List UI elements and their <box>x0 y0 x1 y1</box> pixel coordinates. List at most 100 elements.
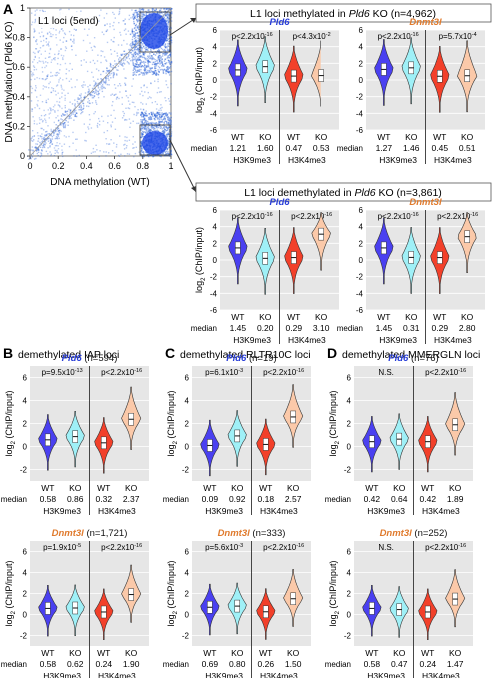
scatter-point <box>73 40 75 42</box>
scatter-point <box>145 127 148 129</box>
scatter-point <box>114 117 116 119</box>
scatter-point <box>160 91 162 93</box>
scatter-point <box>88 88 90 90</box>
scatter-point <box>143 15 145 17</box>
scatter-point <box>151 124 154 127</box>
scatter-point <box>136 69 139 71</box>
scatter-point <box>161 65 163 67</box>
scatter-point <box>146 152 148 154</box>
scatter-point <box>131 41 133 43</box>
scatter-point <box>142 119 144 121</box>
scatter-point <box>52 27 55 30</box>
scatter-point <box>49 151 51 153</box>
scatter-point <box>68 115 70 117</box>
scatter-point <box>135 66 137 68</box>
scatter-point <box>50 134 52 137</box>
scatter-point <box>162 72 165 74</box>
scatter-point <box>60 8 62 11</box>
scatter-point <box>110 124 112 126</box>
scatter-point <box>123 58 125 60</box>
scatter-point <box>61 119 64 121</box>
scatter-point <box>105 81 107 83</box>
scatter-point <box>160 126 163 128</box>
scatter-point <box>147 117 150 119</box>
scatter-point <box>170 51 172 54</box>
scatter-point <box>158 56 160 58</box>
scatter-point <box>167 22 169 24</box>
scatter-point <box>37 148 39 151</box>
scatter-point <box>143 128 146 130</box>
scatter-point <box>151 125 153 127</box>
scatter-point <box>45 41 47 43</box>
scatter-point <box>151 127 153 129</box>
scatter-point <box>132 14 135 16</box>
scatter-point <box>64 99 66 101</box>
scatter-point <box>102 70 104 73</box>
y-tick-label: 0.2 <box>12 121 25 131</box>
scatter-point <box>163 125 165 127</box>
scatter-point <box>54 53 56 56</box>
scatter-point <box>170 135 172 137</box>
scatter-point <box>82 84 84 86</box>
scatter-point <box>152 10 154 13</box>
scatter-point <box>152 155 154 158</box>
scatter-point <box>45 121 47 124</box>
scatter-point <box>35 48 37 50</box>
scatter-point <box>147 97 149 100</box>
scatter-point <box>65 40 67 42</box>
scatter-point <box>41 136 43 138</box>
scatter-point <box>164 19 167 21</box>
scatter-point <box>133 12 135 14</box>
scatter-point <box>56 74 58 76</box>
scatter-point <box>129 94 132 96</box>
scatter-point <box>142 17 144 20</box>
scatter-point <box>34 56 36 58</box>
scatter-point <box>165 112 167 115</box>
scatter-point <box>45 131 47 133</box>
scatter-point <box>155 63 158 65</box>
scatter-point <box>133 49 136 51</box>
scatter-point <box>119 31 121 34</box>
scatter-point <box>72 131 74 134</box>
scatter-point <box>163 118 165 120</box>
scatter-point <box>151 118 153 120</box>
scatter-point <box>44 141 46 143</box>
category-label: KO <box>449 483 462 493</box>
scatter-point <box>140 68 142 71</box>
y-tick-label: 4 <box>359 223 364 232</box>
scatter-point <box>133 44 135 46</box>
scatter-point <box>167 45 169 47</box>
scatter-point <box>146 48 148 51</box>
scatter-point <box>141 142 143 144</box>
scatter-point <box>159 114 161 116</box>
scatter-point <box>132 136 134 138</box>
scatter-point <box>154 63 156 65</box>
scatter-point <box>155 125 157 128</box>
scatter-point <box>134 34 136 36</box>
scatter-point <box>151 101 153 104</box>
scatter-point <box>139 59 141 61</box>
scatter-point <box>135 9 137 12</box>
scatter-point <box>146 123 148 125</box>
scatter-point <box>124 83 127 86</box>
scatter-point <box>153 63 155 65</box>
scatter-point <box>131 85 133 87</box>
scatter-point <box>157 111 159 114</box>
scatter-point <box>47 62 49 64</box>
scatter-point <box>66 113 68 115</box>
scatter-point <box>108 69 110 72</box>
scatter-point <box>142 103 144 105</box>
scatter-point <box>168 142 170 144</box>
scatter-point <box>143 13 145 16</box>
scatter-point <box>59 121 62 124</box>
scatter-point <box>146 153 149 156</box>
scatter-point <box>153 72 156 74</box>
scatter-point <box>142 116 144 118</box>
scatter-point <box>117 44 120 46</box>
scatter-point <box>124 143 126 146</box>
scatter-point <box>54 57 56 59</box>
scatter-point <box>164 118 166 120</box>
scatter-point <box>135 55 137 58</box>
scatter-point <box>103 82 105 84</box>
scatter-point <box>100 9 102 11</box>
